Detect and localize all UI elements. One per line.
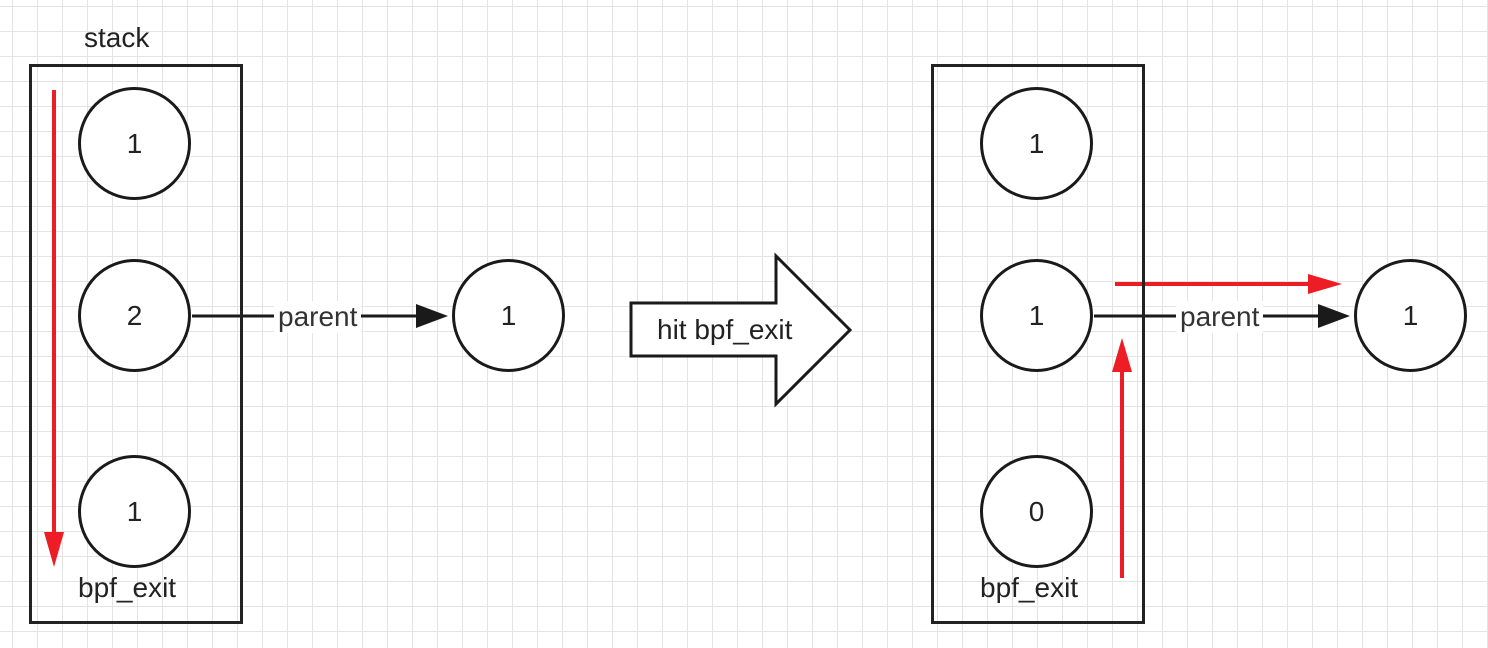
stack-title: stack xyxy=(84,22,150,53)
transition-arrow-shape xyxy=(629,252,853,408)
right-exit-label: bpf_exit xyxy=(980,572,1079,603)
left-stack-node-bottom: 1 xyxy=(78,455,191,568)
right-stack-node-bottom: 0 xyxy=(980,455,1093,568)
right-parent-node: 1 xyxy=(1354,259,1467,372)
left-stack-box xyxy=(29,64,243,624)
left-stack-node-top: 1 xyxy=(78,87,191,200)
transition-label: hit bpf_exit xyxy=(657,314,793,345)
left-exit-label: bpf_exit xyxy=(78,572,177,603)
right-parent-label: parent xyxy=(1176,301,1264,333)
left-traversal-arrow xyxy=(44,90,64,567)
left-stack-node-middle: 2 xyxy=(78,259,191,372)
right-stack-box xyxy=(931,64,1145,624)
right-stack-node-top: 1 xyxy=(980,87,1093,200)
left-parent-label: parent xyxy=(274,301,362,333)
right-red-arrow-vertical xyxy=(1112,338,1132,578)
right-stack-node-middle: 1 xyxy=(980,259,1093,372)
right-red-arrow-horizontal xyxy=(1115,274,1342,294)
left-parent-node: 1 xyxy=(452,259,565,372)
